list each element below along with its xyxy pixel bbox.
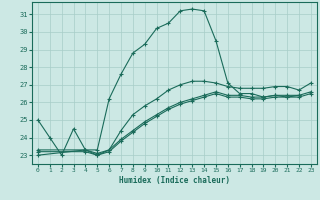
X-axis label: Humidex (Indice chaleur): Humidex (Indice chaleur) [119,176,230,185]
